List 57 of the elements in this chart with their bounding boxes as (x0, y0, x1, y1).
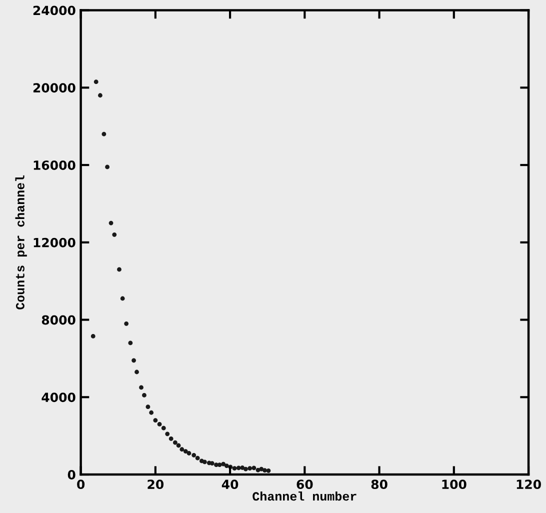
point (90, 334, 96, 338)
point (134, 370, 139, 374)
point (217, 462, 222, 468)
y-tick-label: 8000 (42, 315, 76, 325)
point (168, 436, 174, 441)
y-tick-label: 24000 (33, 6, 76, 16)
point (146, 404, 150, 410)
point (262, 468, 267, 472)
point (124, 321, 129, 326)
point (266, 468, 271, 473)
x-tick-label: 120 (516, 480, 541, 490)
point (183, 449, 188, 454)
point (195, 456, 200, 460)
point (102, 132, 106, 136)
point (244, 466, 248, 472)
point (236, 466, 241, 470)
point (161, 426, 166, 430)
point (108, 220, 114, 226)
point (117, 267, 122, 272)
point (165, 432, 170, 436)
x-axis-title: Channel number (252, 491, 356, 501)
point (128, 340, 133, 346)
point (173, 440, 178, 445)
point (186, 451, 192, 456)
point (180, 447, 184, 452)
x-tick-label: 60 (296, 480, 313, 490)
point (221, 462, 226, 466)
y-tick-label: 20000 (33, 83, 76, 93)
point (139, 385, 144, 390)
point (142, 393, 146, 398)
y-tick-label: 0 (68, 470, 76, 480)
y-tick-label: 16000 (34, 160, 76, 170)
point (157, 422, 162, 426)
point (98, 93, 102, 98)
point (232, 466, 237, 471)
x-tick-label: 80 (371, 480, 388, 490)
point (176, 443, 181, 448)
x-tick-label: 40 (222, 480, 238, 490)
y-tick-label: 4000 (42, 392, 76, 402)
point (252, 466, 256, 470)
point (132, 358, 136, 363)
y-axis-title: Counts per channel (15, 175, 27, 310)
x-tick-label: 100 (442, 480, 466, 490)
point (224, 464, 229, 468)
point (120, 296, 125, 301)
point (153, 418, 158, 423)
x-tick-label: 0 (77, 480, 85, 490)
x-tick-label: 20 (148, 480, 164, 490)
point (105, 164, 110, 170)
point (210, 461, 214, 466)
point (112, 232, 117, 237)
point (192, 452, 196, 458)
point (94, 80, 98, 84)
point (202, 460, 207, 464)
point (248, 466, 252, 471)
y-tick-label: 12000 (34, 238, 76, 248)
point (149, 410, 154, 415)
